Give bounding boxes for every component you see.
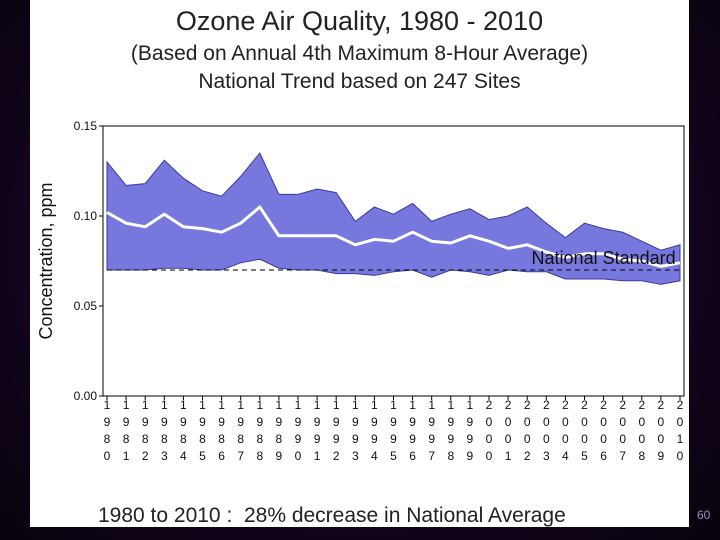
y-axis-label: Concentration, ppm (36, 182, 56, 339)
chart-subtitle-2: National Trend based on 247 Sites (198, 70, 521, 93)
national-standard-label: National Standard (532, 248, 676, 268)
mean-line (106, 205, 681, 268)
percentile-band (106, 152, 681, 285)
trend-caption: 1980 to 2010 : 28% decrease in National … (98, 504, 566, 527)
chart-title: Ozone Air Quality, 1980 - 2010 (175, 6, 544, 36)
y-tick-label: 0.10 (74, 209, 98, 223)
plot-layer: National Standard (106, 152, 681, 285)
slide: Ozone Air Quality, 1980 - 2010 (Based on… (30, 0, 689, 527)
page-number: 60 (697, 508, 711, 522)
y-tick-label: 0.05 (74, 299, 98, 313)
ozone-trend-chart: National Standard 0.00 0.05 0.10 0.15 Concen… (36, 119, 685, 463)
y-tick-label: 0.15 (74, 119, 98, 133)
axis-layer: 0.00 0.05 0.10 0.15 Concentration, ppm 1 9 8 0 1 9… (36, 119, 685, 463)
y-tick-label: 0.00 (74, 389, 98, 403)
chart-subtitle-1: (Based on Annual 4th Maximum 8-Hour Aver… (130, 42, 589, 65)
